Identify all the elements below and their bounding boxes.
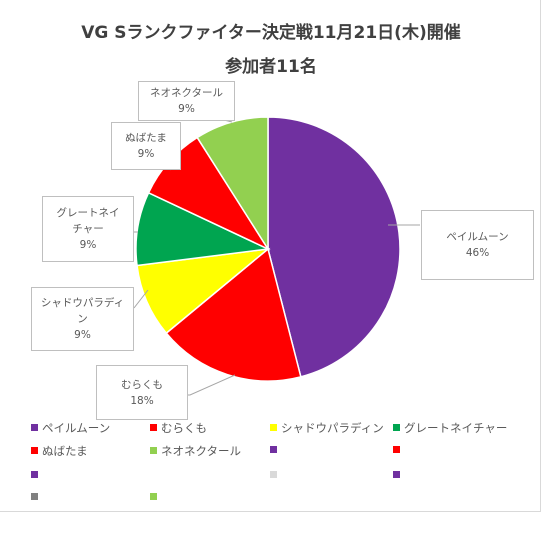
legend-item: ぬばたま [31,443,88,459]
legend-swatch [393,424,400,431]
legend-label: シャドウパラディン [281,421,384,435]
data-label-name: シャドウパラディ [40,297,125,309]
pie-slice [165,247,302,382]
chart-subtitle: 参加者11名 [225,57,317,77]
leader-line-shadow [133,289,149,309]
legend-item [150,490,161,504]
legend-label: むらくも [161,421,207,435]
legend-swatch [150,493,157,500]
data-label-value: 9% [74,329,91,341]
data-label-value: 9% [178,103,195,115]
data-label-murakumo: むらくも 18% [96,365,188,420]
legend-swatch [150,424,157,431]
data-label-great-nature: グレートネイ チャー 9% [42,196,134,262]
legend-item [270,468,281,482]
legend-swatch [270,471,277,478]
legend-item [393,468,404,482]
chart-title: VG Sランクファイター決定戦11月21日(木)開催 [81,23,461,43]
legend-swatch [31,424,38,431]
data-label-neo-nectar: ネオネクタール 9% [138,81,235,121]
leader-line-murakumo [186,374,236,396]
legend-label: ネオネクタール [161,444,242,458]
legend-swatch [393,471,400,478]
legend-item [31,468,42,482]
legend-label: ペイルムーン [42,421,111,435]
data-label-nubatama: ぬばたま 9% [111,122,181,170]
legend-swatch [393,446,400,453]
data-label-value: 46% [465,247,490,259]
data-label-pale-moon: ペイルムーン 46% [421,210,534,280]
legend-label: ぬばたま [42,444,88,458]
data-label-name: ネオネクタール [149,87,224,99]
legend-item [270,443,281,457]
legend-swatch [270,446,277,453]
data-label-value: 9% [79,239,97,251]
pie-chart [133,116,420,396]
legend-item: シャドウパラディン [270,420,384,436]
legend-item: むらくも [150,420,207,436]
legend-swatch [31,471,38,478]
legend-item: ペイルムーン [31,420,110,436]
legend-swatch [150,447,157,454]
legend-item [31,490,42,504]
legend-label: グレートネイチャー [404,421,508,435]
data-label-value: 18% [130,394,154,407]
data-label-shadow-paladin: シャドウパラディ ン 9% [31,287,134,351]
data-label-name: ペイルムーン [446,231,509,243]
data-label-name-cont: ン [77,313,88,325]
legend-swatch [31,493,38,500]
legend-item [393,443,404,457]
legend-swatch [31,447,38,454]
data-label-value: 9% [137,148,155,160]
data-label-name-cont: チャー [72,223,104,235]
chart-frame [0,0,541,512]
data-label-name: むらくも [121,378,163,391]
pie-slice [267,116,401,378]
legend-item: グレートネイチャー [393,420,507,436]
legend-item: ネオネクタール [150,443,241,459]
data-label-name: グレートネイ [56,207,120,219]
data-label-name: ぬばたま [125,132,167,144]
legend-swatch [270,424,277,431]
